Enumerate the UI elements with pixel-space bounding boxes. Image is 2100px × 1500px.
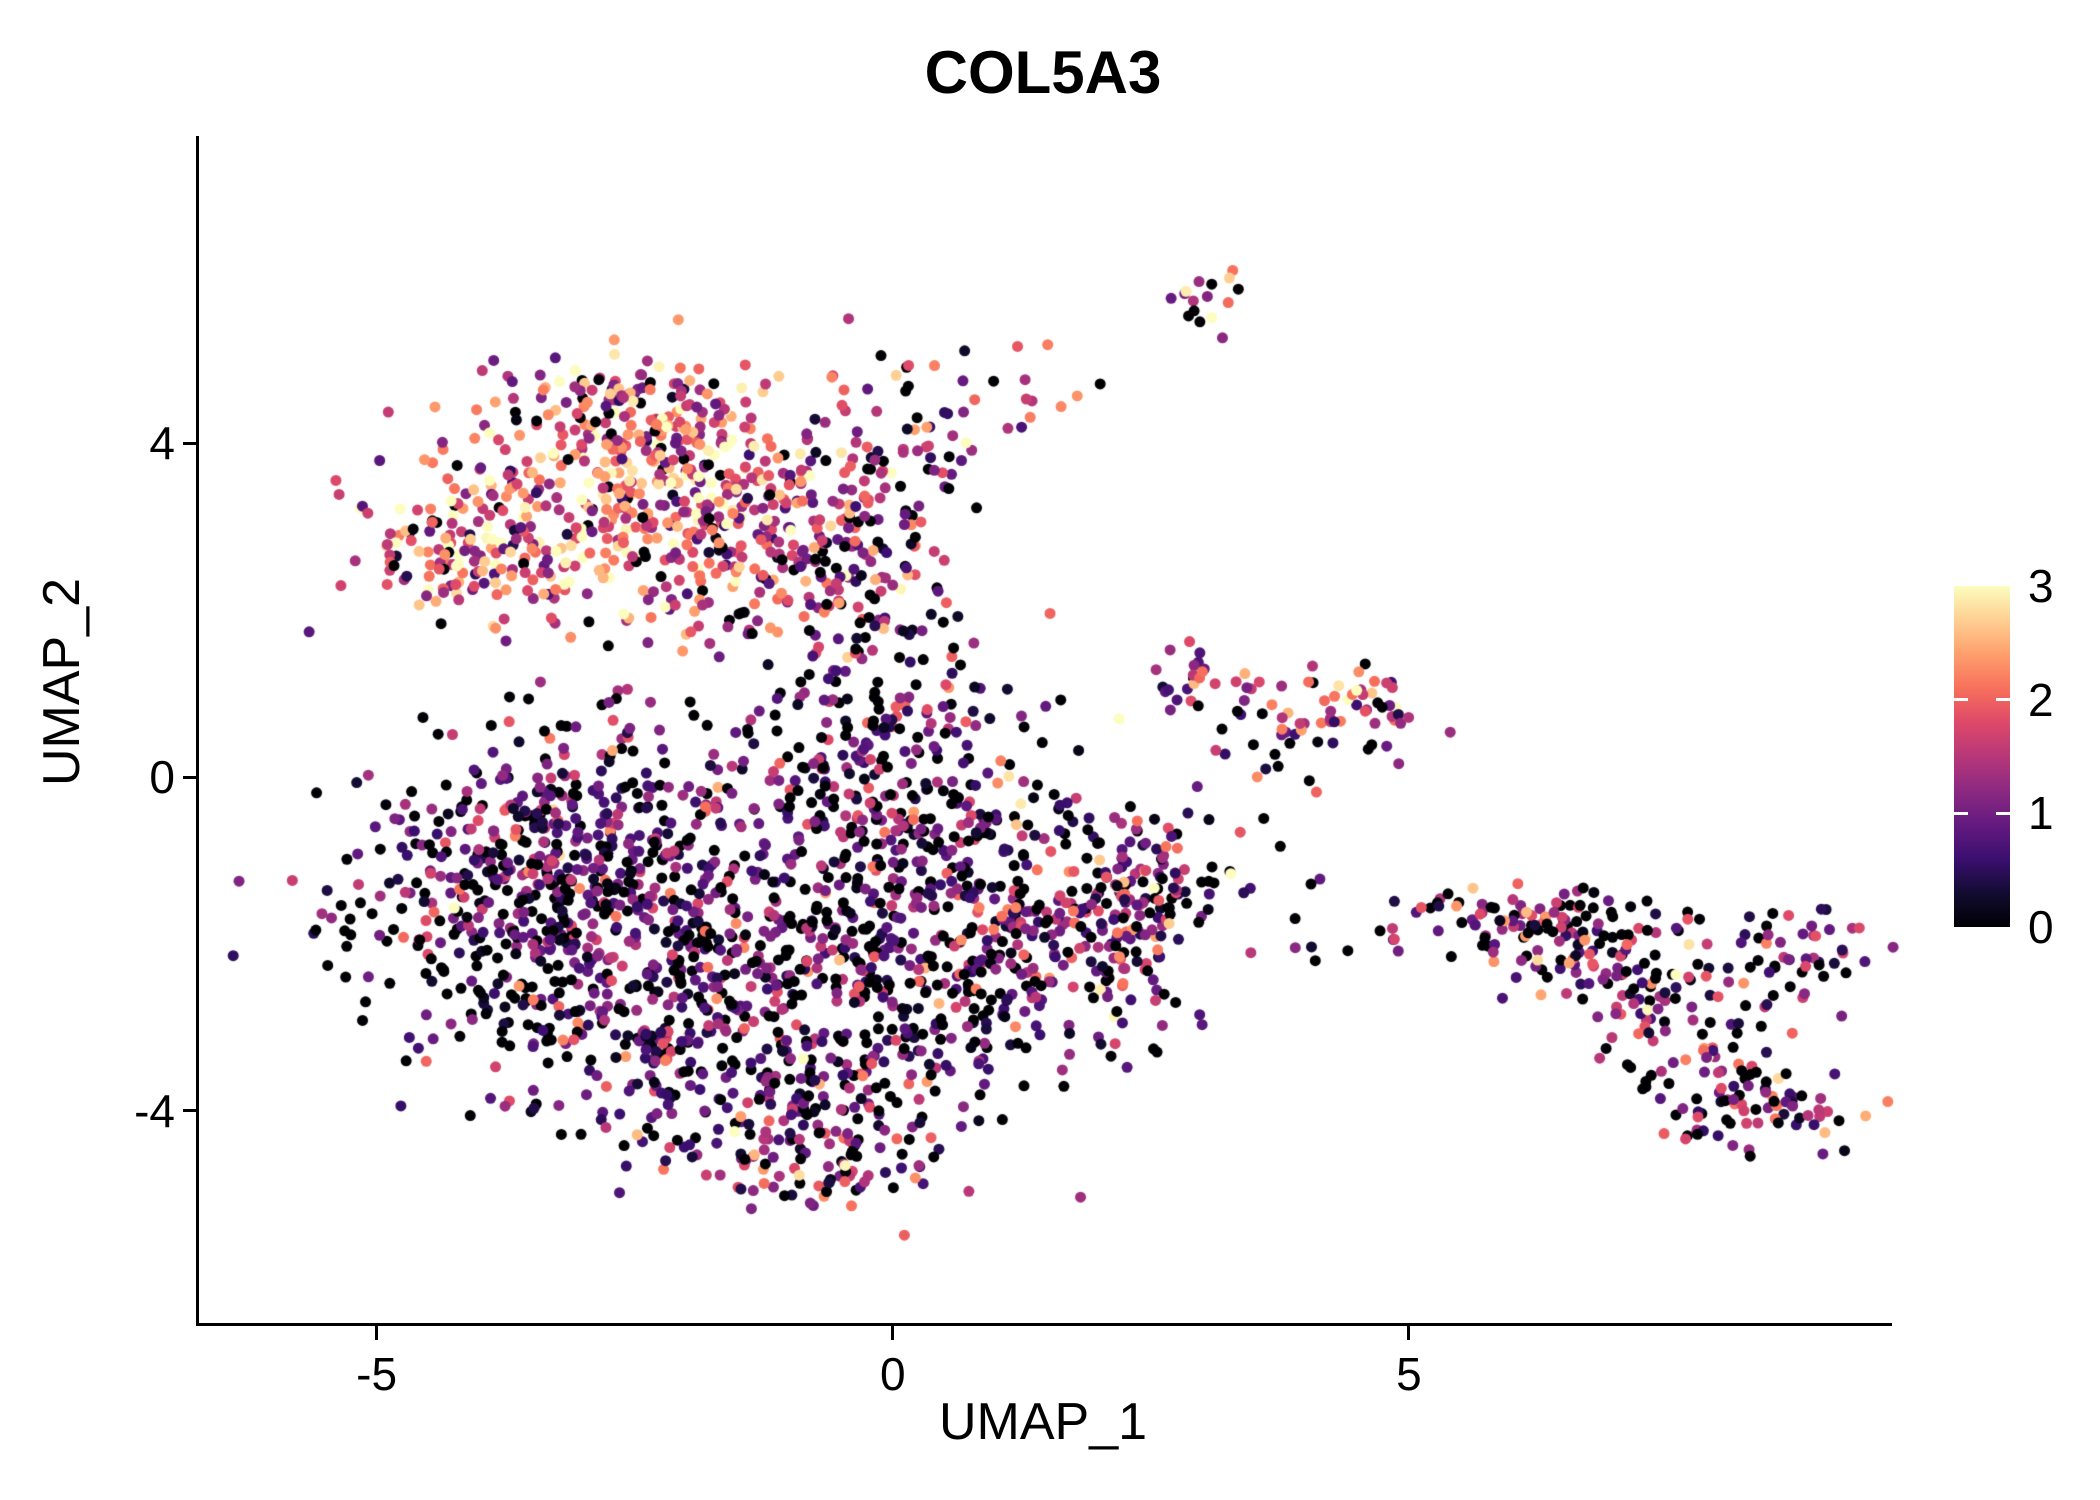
colorbar-tick-label: 1 bbox=[2028, 787, 2054, 840]
chart-title: COL5A3 bbox=[924, 39, 1162, 106]
y-axis-tick-label: 4 bbox=[149, 417, 175, 470]
x-axis-line bbox=[196, 1323, 1892, 1326]
colorbar-tick-label: 0 bbox=[2028, 901, 2054, 953]
x-tick-mark bbox=[891, 1326, 895, 1340]
y-tick-mark bbox=[183, 775, 197, 779]
x-axis-tick-label: 0 bbox=[879, 1348, 906, 1400]
colorbar-tick-label: 3 bbox=[2028, 560, 2054, 612]
colorbar-tick-mark bbox=[1954, 811, 1968, 815]
colorbar-tick-mark bbox=[1996, 811, 2010, 815]
colorbar-tick-mark bbox=[1954, 698, 1968, 702]
y-axis-tick-label: -4 bbox=[134, 1084, 175, 1137]
x-tick-mark bbox=[1407, 1326, 1411, 1340]
y-tick-mark bbox=[183, 441, 197, 445]
x-axis-tick-label: 5 bbox=[1396, 1348, 1422, 1400]
y-axis-tick-label: 0 bbox=[149, 751, 175, 804]
colorbar-gradient bbox=[1954, 586, 2010, 927]
y-tick-mark bbox=[183, 1109, 197, 1113]
x-axis-tick-label: -5 bbox=[356, 1348, 398, 1400]
x-axis-title: UMAP_1 bbox=[938, 1393, 1148, 1451]
colorbar-tick-mark bbox=[1996, 698, 2010, 702]
y-axis-line bbox=[196, 136, 199, 1326]
colorbar-tick-label: 2 bbox=[2028, 673, 2054, 726]
x-tick-mark bbox=[375, 1326, 379, 1340]
